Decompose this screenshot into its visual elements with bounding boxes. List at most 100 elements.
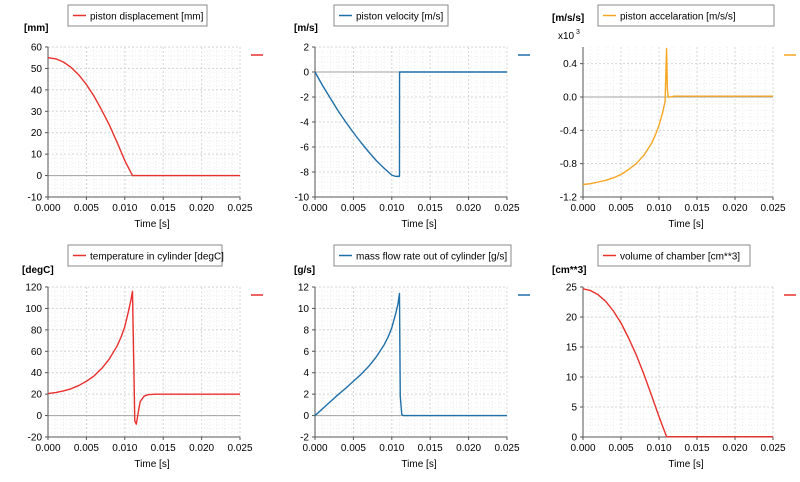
x-tick-label: 0.025 — [227, 443, 252, 454]
chart-panel-2: -10 -8 -6 -4 -2 0 2 0.000 0.005 0.010 0.015 0.020 0.… — [294, 4, 530, 230]
y-tick-label: 80 — [31, 325, 43, 336]
x-tick-label: 0.015 — [151, 203, 176, 214]
y-tick-label: 15 — [566, 343, 578, 354]
y-tick-label: 8 — [303, 325, 309, 336]
x-tick-label: 0.025 — [494, 443, 519, 454]
x-tick-label: 0.000 — [570, 443, 595, 454]
chart-panel-5: -2 0 2 4 6 8 10 12 0.000 0.005 0.010 0.015 0.020 0.02… — [294, 244, 530, 470]
y-tick-label: 0 — [571, 433, 577, 444]
legend-label: temperature in cylinder [degC] — [90, 252, 224, 263]
legend-box — [597, 244, 751, 267]
y-tick-label: -8 — [300, 168, 309, 179]
x-tick-label: 0.005 — [608, 203, 633, 214]
legend-box — [333, 244, 512, 267]
y-tick-label: -20 — [28, 433, 43, 444]
y-tick-label: -10 — [295, 193, 310, 204]
x-tick-label: 0.000 — [570, 203, 595, 214]
legend-box — [67, 4, 208, 27]
y-tick-label: 30 — [31, 107, 43, 118]
y-axis-multiplier-exponent: 3 — [576, 29, 580, 36]
y-axis-unit: [cm**3] — [552, 265, 586, 276]
x-axis-label: Time [s] — [401, 459, 436, 470]
legend-label: mass flow rate out of cylinder [g/s] — [356, 252, 507, 263]
y-tick-label: -1.2 — [560, 193, 578, 204]
y-tick-label: 2 — [303, 43, 309, 54]
x-tick-label: 0.025 — [227, 203, 252, 214]
x-tick-label: 0.010 — [112, 203, 137, 214]
y-tick-label: -4 — [300, 118, 309, 129]
y-tick-label: 0.4 — [563, 59, 577, 70]
chart-panel-4: -20 0 20 40 60 80 100 120 0.000 0.005 0.010 0.015 0.… — [22, 244, 263, 470]
series-line — [47, 290, 240, 425]
x-tick-label: 0.000 — [35, 203, 60, 214]
y-axis-multiplier: x10 — [558, 31, 575, 42]
legend: piston accelaration [m/s/s] — [597, 4, 775, 27]
y-tick-label: -0.8 — [560, 159, 578, 170]
y-tick-label: 0 — [303, 68, 309, 79]
x-axis-label: Time [s] — [134, 459, 169, 470]
x-tick-label: 0.020 — [722, 203, 747, 214]
x-tick-label: 0.005 — [608, 443, 633, 454]
x-tick-label: 0.015 — [151, 443, 176, 454]
x-tick-label: 0.000 — [302, 443, 327, 454]
chart-panel-1: -10 0 10 20 30 40 50 60 0.000 0.005 0.010 0.015 0.02… — [24, 4, 263, 230]
y-tick-label: 0 — [36, 411, 42, 422]
x-tick-label: 0.025 — [760, 203, 785, 214]
x-tick-label: 0.010 — [646, 203, 671, 214]
y-tick-label: 0 — [36, 171, 42, 182]
legend-label: piston accelaration [m/s/s] — [620, 12, 736, 23]
x-axis-label: Time [s] — [134, 219, 169, 230]
y-tick-label: 60 — [31, 347, 43, 358]
x-tick-label: 0.020 — [456, 443, 481, 454]
x-tick-label: 0.005 — [341, 443, 366, 454]
legend: mass flow rate out of cylinder [g/s] — [333, 244, 512, 267]
y-tick-label: 60 — [31, 43, 43, 54]
y-tick-label: 100 — [25, 304, 42, 315]
x-tick-label: 0.010 — [379, 443, 404, 454]
x-axis-label: Time [s] — [401, 219, 436, 230]
chart-panel-6: 0 5 10 15 20 25 0.000 0.005 0.010 0.015 0.020 0.025… — [552, 244, 796, 470]
x-tick-label: 0.005 — [341, 203, 366, 214]
x-tick-label: 0.015 — [418, 443, 443, 454]
series-line — [314, 71, 507, 178]
y-tick-label: 10 — [31, 150, 43, 161]
x-tick-label: 0.005 — [74, 203, 99, 214]
x-tick-label: 0.000 — [35, 443, 60, 454]
legend: volume of chamber [cm**3] — [597, 244, 751, 267]
x-tick-label: 0.010 — [379, 203, 404, 214]
y-axis-unit: [degC] — [22, 265, 54, 276]
legend-box — [333, 4, 449, 27]
x-tick-label: 0.020 — [189, 443, 214, 454]
y-tick-label: -10 — [28, 193, 43, 204]
x-tick-label: 0.020 — [722, 443, 747, 454]
x-tick-label: 0.010 — [646, 443, 671, 454]
legend-label: piston velocity [m/s] — [356, 12, 443, 23]
series-line — [582, 288, 773, 438]
series-line — [47, 57, 240, 177]
x-axis-label: Time [s] — [668, 219, 703, 230]
y-tick-label: -2 — [300, 93, 309, 104]
legend-label: piston displacement [mm] — [90, 12, 204, 23]
x-tick-label: 0.015 — [418, 203, 443, 214]
y-tick-label: 25 — [566, 283, 578, 294]
y-tick-label: 40 — [31, 368, 43, 379]
x-tick-label: 0.020 — [456, 203, 481, 214]
y-tick-label: 120 — [25, 283, 42, 294]
legend-box — [597, 4, 775, 27]
y-axis-unit: [m/s/s] — [552, 13, 584, 24]
y-tick-label: 12 — [298, 283, 310, 294]
y-tick-label: 20 — [566, 313, 578, 324]
x-tick-label: 0.025 — [494, 203, 519, 214]
y-axis-unit: [m/s] — [294, 23, 318, 34]
x-tick-label: 0.000 — [302, 203, 327, 214]
x-tick-label: 0.020 — [189, 203, 214, 214]
y-tick-label: 20 — [31, 128, 43, 139]
y-tick-label: 0.0 — [563, 93, 577, 104]
y-tick-label: -2 — [300, 433, 309, 444]
y-axis-unit: [mm] — [24, 23, 48, 34]
y-tick-label: 10 — [566, 373, 578, 384]
legend-label: volume of chamber [cm**3] — [620, 252, 740, 263]
y-tick-label: 5 — [571, 403, 577, 414]
y-tick-label: 0 — [303, 411, 309, 422]
